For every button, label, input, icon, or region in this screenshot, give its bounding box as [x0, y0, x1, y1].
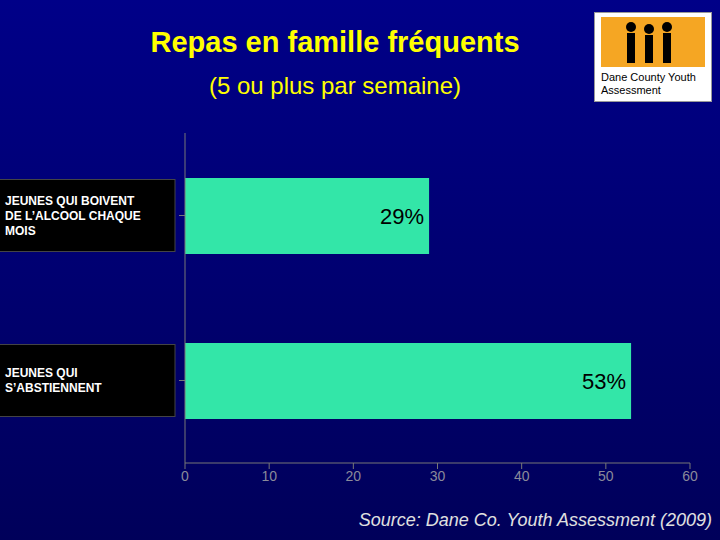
svg-text:20: 20	[346, 468, 362, 484]
html-text:(5 ou plus par semaine): (5 ou plus par semaine)	[208, 72, 462, 99]
svg-text:DE L’ALCOOL CHAQUE: DE L’ALCOOL CHAQUE	[8, 209, 141, 223]
svg-text:29%: 29%	[380, 204, 424, 229]
svg-text:53%: 53%	[582, 369, 626, 394]
svg-text:40: 40	[514, 468, 530, 484]
svg-text:50: 50	[598, 468, 614, 484]
html-text:Dane County Youth Assessment: Dane County Youth Assessment	[601, 71, 696, 96]
html-text:Repas en famille fréquents: Repas en famille fréquents	[150, 26, 520, 58]
svg-text:10: 10	[261, 468, 277, 484]
svg-text:30: 30	[430, 468, 446, 484]
svg-text:JEUNES QUI BOIVENT: JEUNES QUI BOIVENT	[8, 194, 135, 208]
svg-text:MOIS: MOIS	[8, 224, 36, 238]
html-text:Source: Dane Co. Youth Assessm: Source: Dane Co. Youth Assessment (2009)	[358, 510, 712, 530]
svg-text:0: 0	[181, 468, 189, 484]
svg-text:60: 60	[682, 468, 698, 484]
svg-text:JEUNES QUI: JEUNES QUI	[8, 366, 78, 380]
svg-text:S’ABSTIENNENT: S’ABSTIENNENT	[8, 381, 102, 395]
